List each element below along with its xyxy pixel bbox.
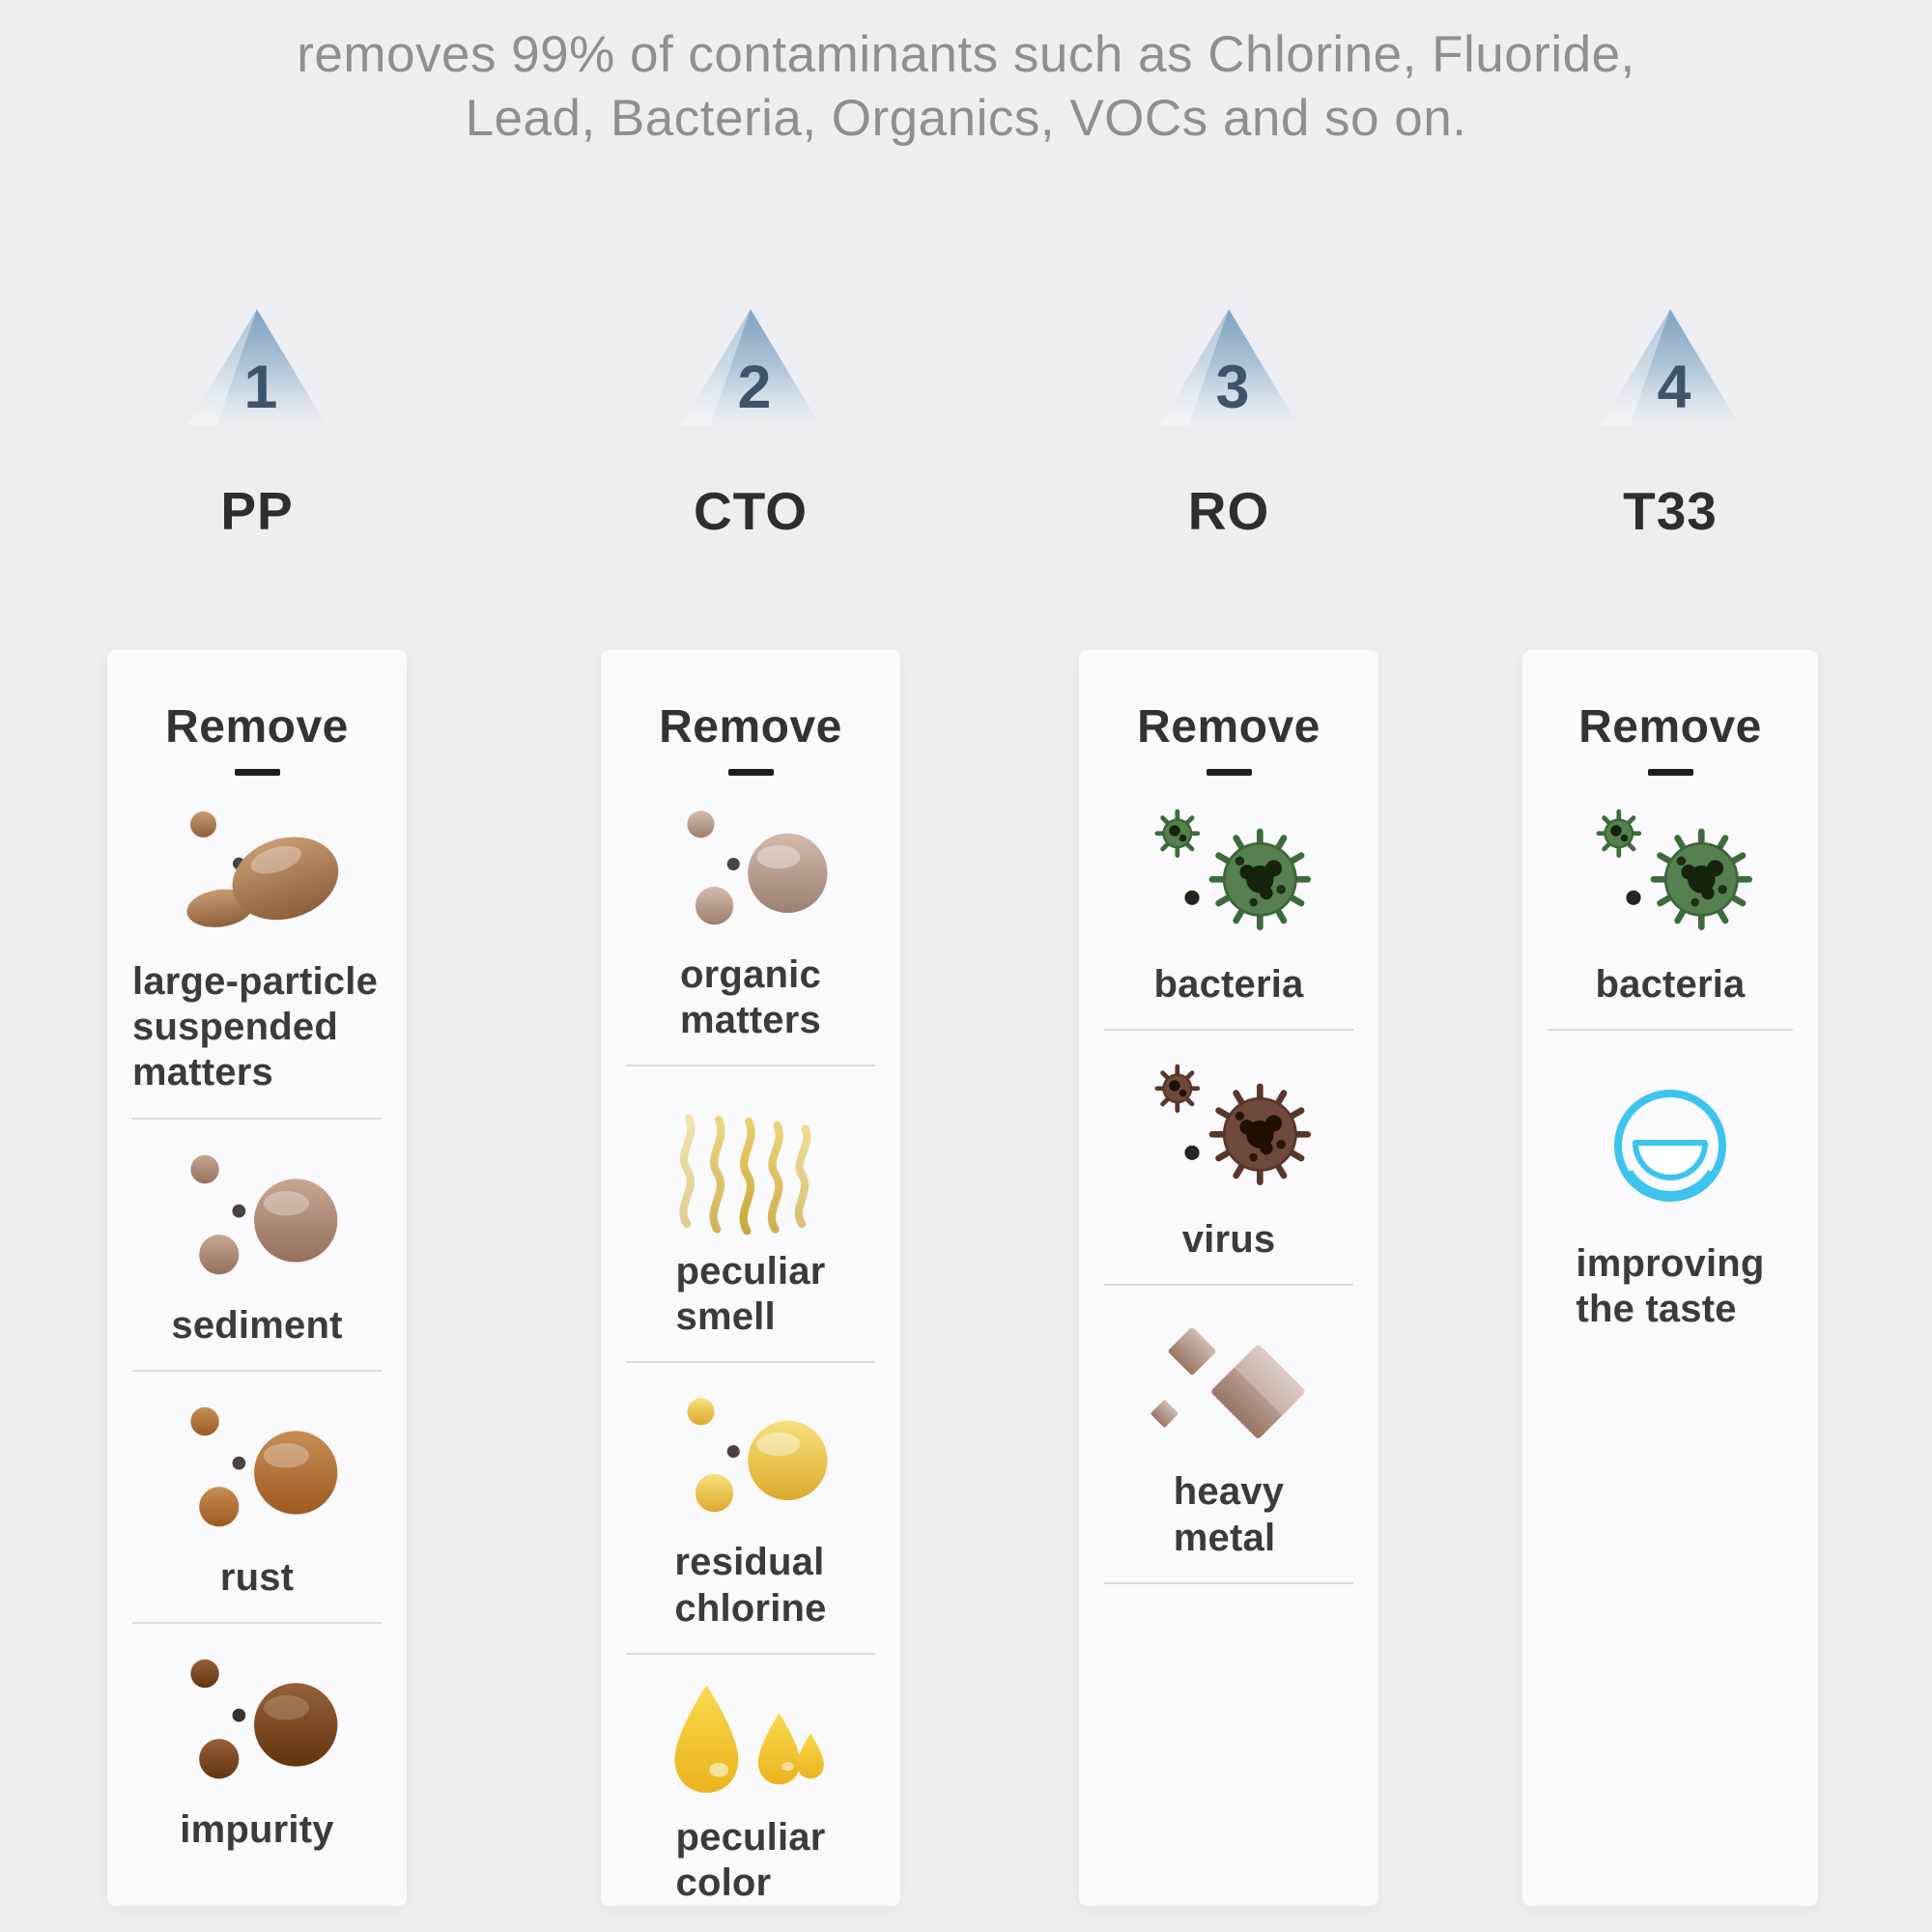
chlorine-particles-icon: [687, 1398, 828, 1513]
section-divider: [626, 1652, 875, 1655]
stage-number: 4: [1658, 354, 1691, 421]
item-label: organic matters: [680, 952, 821, 1041]
stage-column-ro: 3 RO Remove: [1079, 305, 1378, 1906]
header-text: removes 99% of contaminants such as Chlo…: [297, 26, 1635, 148]
bacteria-icon: [1154, 809, 1312, 931]
item-label: rust: [219, 1555, 295, 1599]
item-label: bacteria: [1595, 963, 1746, 1006]
stage-label-ro: RO: [1187, 481, 1270, 541]
item-label: heavy metal: [1173, 1470, 1285, 1559]
section-divider: [132, 1621, 382, 1624]
stage-label-cto: CTO: [693, 481, 809, 541]
stage-card-cto: Remove organic matters peculiar smell: [601, 650, 900, 1906]
card-title: Remove: [659, 701, 842, 753]
title-underline: [727, 769, 774, 776]
stage-card-ro: Remove: [1079, 650, 1378, 1906]
stage-card-pp: Remove large-particle suspended matters …: [107, 650, 407, 1906]
item-label: bacteria: [1153, 963, 1304, 1006]
stage-label-pp: PP: [220, 481, 294, 541]
heavy-metal-diamonds-icon: [1151, 1327, 1307, 1439]
card-title: Remove: [165, 701, 349, 753]
section-divider: [132, 1369, 382, 1372]
color-drops-icon: [673, 1685, 824, 1793]
stage-label-t33: T33: [1623, 481, 1718, 541]
brown-particles-icon: [186, 810, 339, 927]
section-divider: [1104, 1284, 1353, 1287]
card-title: Remove: [1137, 701, 1321, 753]
stage-3-triangle-icon: 3: [1158, 309, 1299, 426]
virus-icon: [1154, 1064, 1312, 1186]
item-label: large-particle suspended matters: [132, 960, 379, 1094]
item-label: residual chlorine: [674, 1541, 827, 1630]
item-label: peculiar color: [675, 1815, 826, 1904]
stage-number: 3: [1216, 354, 1250, 421]
section-divider: [626, 1065, 875, 1067]
rust-particles-icon: [190, 1406, 338, 1527]
title-underline: [234, 769, 280, 776]
item-label: improving the taste: [1576, 1242, 1765, 1331]
section-divider: [1548, 1029, 1793, 1032]
stage-4-triangle-icon: 4: [1600, 309, 1741, 426]
title-underline: [1206, 769, 1252, 776]
smell-waves-icon: [679, 1114, 811, 1236]
item-label: impurity: [180, 1807, 334, 1851]
item-label: sediment: [171, 1303, 343, 1347]
section-divider: [132, 1117, 382, 1120]
item-label: virus: [1181, 1218, 1276, 1262]
stage-number: 2: [738, 354, 772, 421]
impurity-particles-icon: [190, 1659, 338, 1779]
stage-number: 1: [244, 354, 278, 421]
stage-column-cto: 2 CTO Remove organic matters peculiar sm…: [601, 305, 900, 1906]
organic-particles-icon: [687, 810, 828, 924]
stage-card-t33: Remove: [1522, 650, 1818, 1906]
taste-smiley-icon: [1614, 1090, 1726, 1203]
stage-column-t33: 4 T33 Remove: [1522, 305, 1818, 1906]
section-divider: [626, 1361, 875, 1364]
item-label: peculiar smell: [675, 1249, 826, 1339]
stage-2-triangle-icon: 2: [680, 309, 821, 426]
section-divider: [1104, 1029, 1353, 1032]
stage-column-pp: 1 PP Remove large-particle suspended mat…: [107, 305, 407, 1906]
section-divider: [1104, 1581, 1353, 1584]
card-title: Remove: [1578, 701, 1762, 753]
sediment-particles-icon: [190, 1154, 338, 1274]
stage-1-triangle-icon: 1: [186, 309, 327, 426]
bacteria-icon: [1596, 809, 1753, 931]
title-underline: [1647, 769, 1693, 776]
